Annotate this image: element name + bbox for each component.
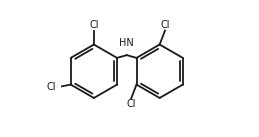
Text: Cl: Cl <box>126 99 136 109</box>
Text: Cl: Cl <box>89 20 99 30</box>
Text: HN: HN <box>119 38 134 48</box>
Text: Cl: Cl <box>47 82 56 92</box>
Text: Cl: Cl <box>160 20 170 30</box>
